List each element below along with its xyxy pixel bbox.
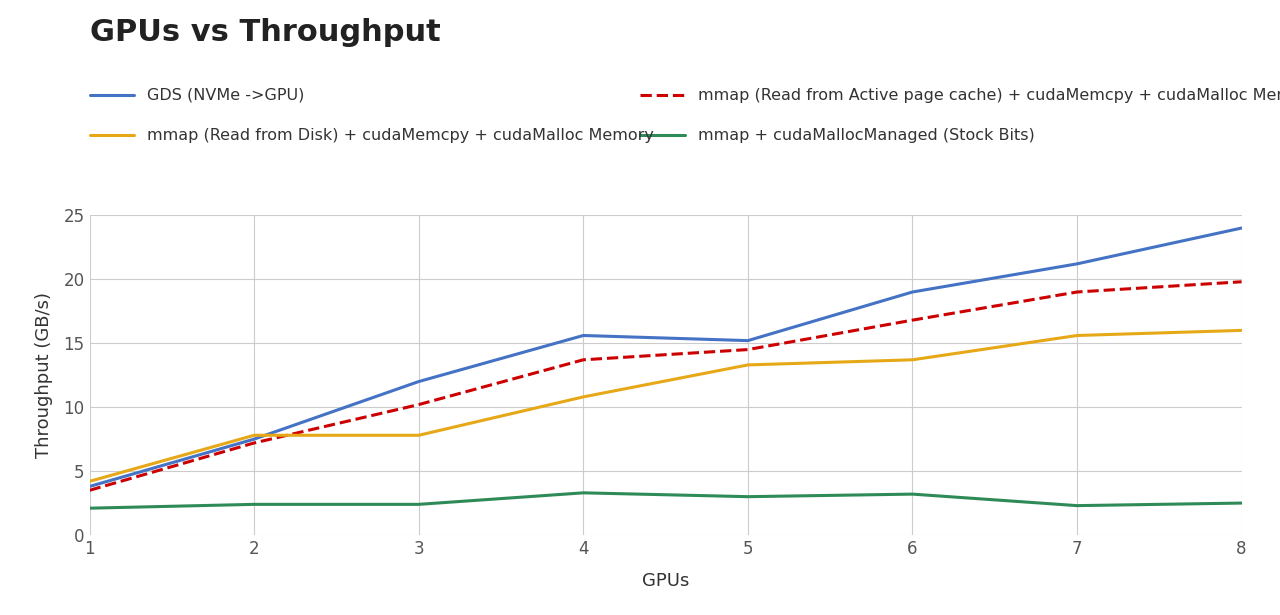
mmap + cudaMallocManaged (Stock Bits) xyxy=(905,490,920,498)
mmap (Read from Disk) + cudaMemcpy + cudaMalloc Memory xyxy=(905,356,920,363)
mmap (Read from Active page cache) + cudaMemcpy + cudaMalloc Memory xyxy=(905,317,920,324)
GDS (NVMe ->GPU) xyxy=(82,483,97,490)
mmap + cudaMallocManaged (Stock Bits) xyxy=(247,501,262,508)
mmap (Read from Disk) + cudaMemcpy + cudaMalloc Memory xyxy=(247,432,262,439)
GDS (NVMe ->GPU) xyxy=(576,332,591,339)
Text: GDS (NVMe ->GPU): GDS (NVMe ->GPU) xyxy=(147,88,305,103)
mmap (Read from Disk) + cudaMemcpy + cudaMalloc Memory xyxy=(411,432,426,439)
GDS (NVMe ->GPU) xyxy=(905,288,920,296)
mmap + cudaMallocManaged (Stock Bits) xyxy=(1069,502,1084,509)
Line: mmap + cudaMallocManaged (Stock Bits): mmap + cudaMallocManaged (Stock Bits) xyxy=(90,493,1242,508)
mmap (Read from Active page cache) + cudaMemcpy + cudaMalloc Memory xyxy=(247,439,262,446)
mmap (Read from Disk) + cudaMemcpy + cudaMalloc Memory xyxy=(1234,327,1249,334)
Line: mmap (Read from Disk) + cudaMemcpy + cudaMalloc Memory: mmap (Read from Disk) + cudaMemcpy + cud… xyxy=(90,330,1242,482)
GDS (NVMe ->GPU) xyxy=(247,435,262,443)
Text: mmap + cudaMallocManaged (Stock Bits): mmap + cudaMallocManaged (Stock Bits) xyxy=(698,128,1034,143)
mmap (Read from Active page cache) + cudaMemcpy + cudaMalloc Memory xyxy=(411,401,426,408)
mmap (Read from Active page cache) + cudaMemcpy + cudaMalloc Memory xyxy=(1069,288,1084,296)
mmap (Read from Active page cache) + cudaMemcpy + cudaMalloc Memory xyxy=(740,346,755,353)
mmap (Read from Disk) + cudaMemcpy + cudaMalloc Memory xyxy=(740,361,755,368)
mmap (Read from Disk) + cudaMemcpy + cudaMalloc Memory xyxy=(82,478,97,485)
mmap (Read from Disk) + cudaMemcpy + cudaMalloc Memory xyxy=(576,393,591,400)
GDS (NVMe ->GPU) xyxy=(1234,224,1249,232)
mmap (Read from Active page cache) + cudaMemcpy + cudaMalloc Memory xyxy=(82,486,97,494)
mmap (Read from Active page cache) + cudaMemcpy + cudaMalloc Memory xyxy=(1234,278,1249,285)
GDS (NVMe ->GPU) xyxy=(411,378,426,385)
Text: mmap (Read from Disk) + cudaMemcpy + cudaMalloc Memory: mmap (Read from Disk) + cudaMemcpy + cud… xyxy=(147,128,654,143)
Line: mmap (Read from Active page cache) + cudaMemcpy + cudaMalloc Memory: mmap (Read from Active page cache) + cud… xyxy=(90,282,1242,490)
X-axis label: GPUs: GPUs xyxy=(641,572,690,590)
Text: GPUs vs Throughput: GPUs vs Throughput xyxy=(90,18,440,47)
mmap + cudaMallocManaged (Stock Bits) xyxy=(82,504,97,512)
Line: GDS (NVMe ->GPU): GDS (NVMe ->GPU) xyxy=(90,228,1242,486)
Text: mmap (Read from Active page cache) + cudaMemcpy + cudaMalloc Memory: mmap (Read from Active page cache) + cud… xyxy=(698,88,1280,103)
GDS (NVMe ->GPU) xyxy=(740,337,755,344)
mmap + cudaMallocManaged (Stock Bits) xyxy=(576,489,591,496)
mmap (Read from Active page cache) + cudaMemcpy + cudaMalloc Memory xyxy=(576,356,591,363)
mmap + cudaMallocManaged (Stock Bits) xyxy=(740,493,755,501)
mmap (Read from Disk) + cudaMemcpy + cudaMalloc Memory xyxy=(1069,332,1084,339)
mmap + cudaMallocManaged (Stock Bits) xyxy=(411,501,426,508)
mmap + cudaMallocManaged (Stock Bits) xyxy=(1234,499,1249,507)
Y-axis label: Throughput (GB/s): Throughput (GB/s) xyxy=(35,292,52,458)
GDS (NVMe ->GPU) xyxy=(1069,260,1084,268)
